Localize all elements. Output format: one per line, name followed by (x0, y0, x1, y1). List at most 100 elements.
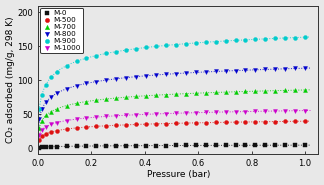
M-900 (144, 46, 149, 49)
M-900 (273, 37, 278, 40)
M-1000 (193, 111, 198, 114)
M-0 (213, 144, 218, 147)
M-900 (223, 39, 228, 42)
X-axis label: Pressure (bar): Pressure (bar) (146, 170, 210, 179)
M-0 (74, 145, 79, 148)
M-700 (133, 95, 139, 98)
M-1000 (243, 110, 248, 113)
M-0 (114, 144, 119, 147)
M-700 (243, 90, 248, 93)
M-1000 (303, 109, 308, 112)
M-700 (203, 91, 208, 94)
M-1000 (94, 116, 99, 119)
M-0 (124, 144, 129, 147)
M-1000 (43, 125, 49, 128)
M-800 (124, 76, 129, 79)
M-800 (273, 68, 278, 71)
M-800 (253, 68, 258, 71)
M-0 (193, 144, 198, 147)
M-700 (213, 91, 218, 94)
M-500 (293, 120, 298, 123)
M-700 (273, 89, 278, 92)
M-0 (293, 144, 298, 147)
M-800 (133, 75, 139, 78)
M-900 (163, 44, 168, 47)
M-900 (49, 75, 54, 78)
M-900 (114, 50, 119, 53)
M-500 (144, 123, 149, 126)
M-800 (293, 67, 298, 70)
M-1000 (283, 109, 288, 112)
M-700 (183, 92, 189, 95)
M-700 (163, 93, 168, 96)
M-700 (223, 91, 228, 94)
M-1000 (233, 110, 238, 113)
M-500 (253, 120, 258, 123)
M-900 (39, 93, 44, 96)
M-1000 (104, 115, 109, 118)
M-500 (163, 122, 168, 125)
M-500 (104, 124, 109, 127)
M-1000 (144, 113, 149, 116)
M-1000 (223, 110, 228, 113)
M-800 (173, 72, 179, 75)
M-700 (253, 90, 258, 93)
M-500 (94, 125, 99, 128)
M-500 (84, 126, 89, 129)
M-1000 (74, 118, 79, 121)
M-0 (144, 144, 149, 147)
M-900 (64, 64, 69, 67)
M-800 (263, 68, 268, 71)
M-800 (104, 79, 109, 82)
M-500 (243, 120, 248, 123)
M-500 (154, 122, 159, 125)
M-1000 (114, 114, 119, 117)
M-0 (43, 145, 49, 148)
M-500 (213, 121, 218, 124)
Y-axis label: CO₂ adsorbed (mg/g, 298 K): CO₂ adsorbed (mg/g, 298 K) (6, 16, 15, 143)
M-500 (273, 120, 278, 123)
M-700 (64, 104, 69, 107)
M-1000 (273, 110, 278, 112)
M-0 (243, 144, 248, 147)
M-1000 (173, 112, 179, 115)
M-700 (94, 99, 99, 102)
M-700 (114, 97, 119, 100)
M-500 (37, 138, 42, 141)
M-800 (43, 101, 49, 104)
M-800 (37, 118, 42, 121)
M-900 (183, 42, 189, 45)
M-800 (74, 84, 79, 87)
M-900 (54, 70, 59, 73)
M-700 (74, 102, 79, 105)
M-0 (64, 145, 69, 148)
M-900 (124, 48, 129, 51)
M-500 (133, 123, 139, 126)
M-700 (39, 119, 44, 122)
M-1000 (64, 119, 69, 122)
M-500 (64, 127, 69, 130)
M-500 (49, 130, 54, 133)
M-800 (283, 67, 288, 70)
M-800 (203, 70, 208, 73)
M-900 (243, 38, 248, 41)
M-1000 (213, 111, 218, 114)
M-0 (163, 144, 168, 147)
M-700 (173, 93, 179, 96)
M-700 (303, 88, 308, 91)
M-0 (104, 144, 109, 147)
Legend: M-0, M-500, M-700, M-800, M-900, M-1000: M-0, M-500, M-700, M-800, M-900, M-1000 (40, 8, 83, 53)
M-900 (133, 47, 139, 50)
M-800 (233, 69, 238, 72)
M-1000 (183, 112, 189, 115)
M-500 (114, 124, 119, 127)
M-0 (173, 144, 179, 147)
M-0 (253, 144, 258, 147)
M-1000 (253, 110, 258, 113)
M-500 (124, 123, 129, 126)
M-1000 (154, 112, 159, 115)
M-800 (303, 67, 308, 70)
M-0 (133, 144, 139, 147)
M-0 (54, 145, 59, 148)
M-500 (223, 121, 228, 124)
